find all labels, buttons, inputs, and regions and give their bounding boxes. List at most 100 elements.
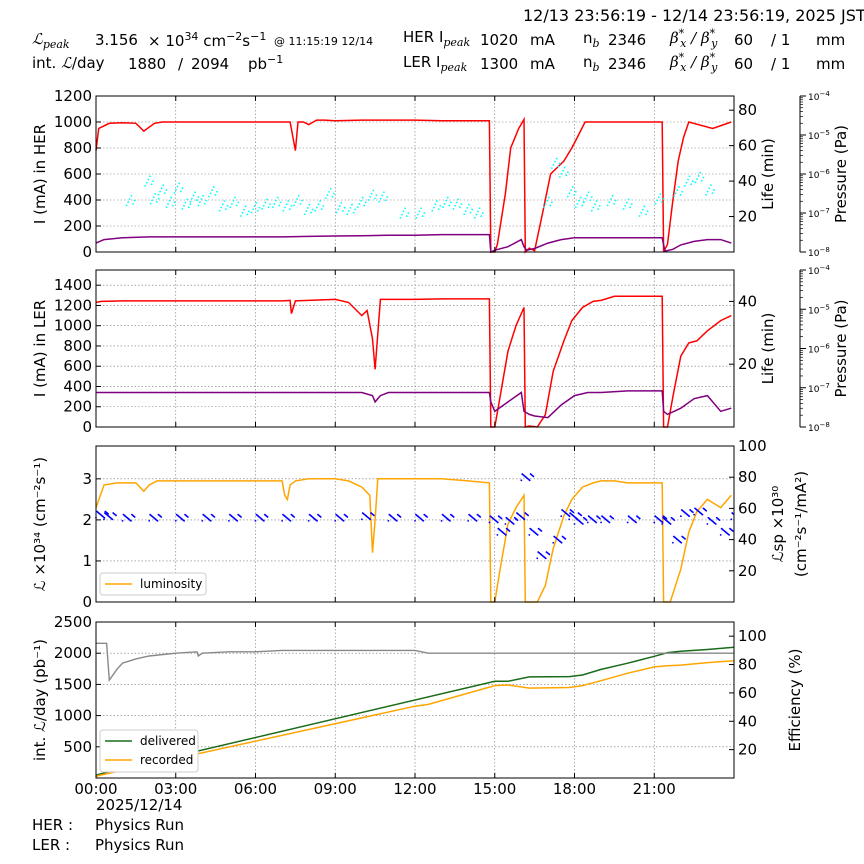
pressure-point [420,207,423,210]
pressure-tick-label: 10−8 [808,246,830,259]
y-tick-label: 200 [63,398,92,416]
pressure-point [255,201,258,204]
pressure-point [657,196,660,199]
specific-lumi-point [449,519,451,522]
specific-lumi-point [209,519,212,522]
pressure-point [163,192,166,195]
pressure-point [549,204,552,207]
pressure-point [170,196,173,199]
pressure-point [221,203,224,206]
pressure-tick-label: 10−5 [808,129,830,142]
y-tick-label: 1000 [54,317,92,335]
specific-lumi-point [240,516,242,518]
pressure-point [189,203,192,206]
pressure-tick-exp: −4 [819,90,830,98]
pressure-point [369,195,371,198]
specific-lumi-point [719,534,722,536]
y-tick-label: 800 [63,337,92,355]
pressure-point [181,208,184,210]
pressure-point [346,213,349,216]
specific-lumi-point [544,557,547,560]
y2-axis-label-unit: (cm⁻²s⁻¹/mA²) [792,471,810,577]
specific-lumi-point [536,534,539,536]
pressure-point [372,189,375,192]
pressure-point [697,175,700,177]
x-tick-label: 18:00 [553,780,596,798]
specific-lumi-point [581,523,584,525]
pressure-point [417,213,419,216]
pressure-point [235,204,238,207]
pressure-point [145,181,148,184]
pressure-point [452,208,455,210]
intl-sep: / [178,55,184,73]
y2-tick-label: 80 [738,101,757,119]
specific-lumi-point [440,519,443,522]
pressure-point [566,171,569,174]
pressure-point [690,183,693,186]
pressure-point [130,194,133,197]
pressure-point [382,191,385,194]
pressure-point [326,194,329,196]
specific-lumi-point [414,519,416,522]
specific-lumi-point [665,517,668,520]
specific-lumi-point [730,518,733,521]
y2-tick-label: 40 [738,292,757,310]
specific-lumi-point [488,521,491,524]
ler-ipeak-label: LER Ipeak [403,53,468,74]
pressure-point [269,203,272,206]
pressure-point [173,201,176,204]
pressure-point [475,213,478,216]
pressure-point [296,198,299,200]
her-beta-unit: mm [816,31,846,49]
specific-lumi-point [706,523,709,525]
pressure-point [570,189,572,192]
pressure-point [320,208,323,211]
pressure-point [557,165,560,168]
specific-lumi-point [307,519,310,522]
specific-lumi-point [560,515,563,518]
y-tick-label: 1000 [54,113,92,131]
pressure-point [316,206,318,209]
pressure-point [466,206,469,209]
lpeak-sub: peak [42,38,70,51]
pressure-point [578,199,580,202]
pressure-point [445,199,448,202]
pressure-point [306,206,309,209]
pressure-point [342,209,344,212]
pressure-point [287,200,290,203]
pressure-point [208,195,210,198]
pressure-point [646,210,649,213]
pressure-point [571,186,574,188]
pressure-point [460,203,463,206]
pressure-tick-label: 10−6 [808,168,830,181]
pressure-point [149,175,151,178]
specific-lumi-point [718,519,721,521]
pressure-point [579,196,582,199]
pressure-point [563,166,566,169]
pressure-point [645,213,647,216]
pressure-point [178,182,181,185]
specific-lumi-point [334,519,337,522]
pressure-point [375,194,378,197]
pressure-point [354,208,357,211]
y2-tick-label: 20 [738,355,757,373]
pressure-point [209,192,212,195]
pressure-point [598,205,601,207]
y-tick-label: 2000 [54,644,92,662]
pressure-point [293,204,295,207]
pressure-point [659,193,662,195]
pressure-point [284,206,286,209]
intl-total: 2094 [191,55,230,73]
pressure-point [662,197,665,200]
pressure-point [338,205,341,207]
pressure-point [203,202,206,205]
specific-lumi-point [612,517,615,520]
y2-axis-label: Life (min) [759,138,777,210]
specific-lumi-point [679,515,682,518]
y-tick-label: 1200 [54,296,92,314]
pressure-point [379,197,382,200]
her-beta-ratio: / 1 [771,31,791,49]
pressure-point [165,189,168,191]
pressure-point [706,190,709,193]
x-tick-label: 15:00 [473,780,516,798]
